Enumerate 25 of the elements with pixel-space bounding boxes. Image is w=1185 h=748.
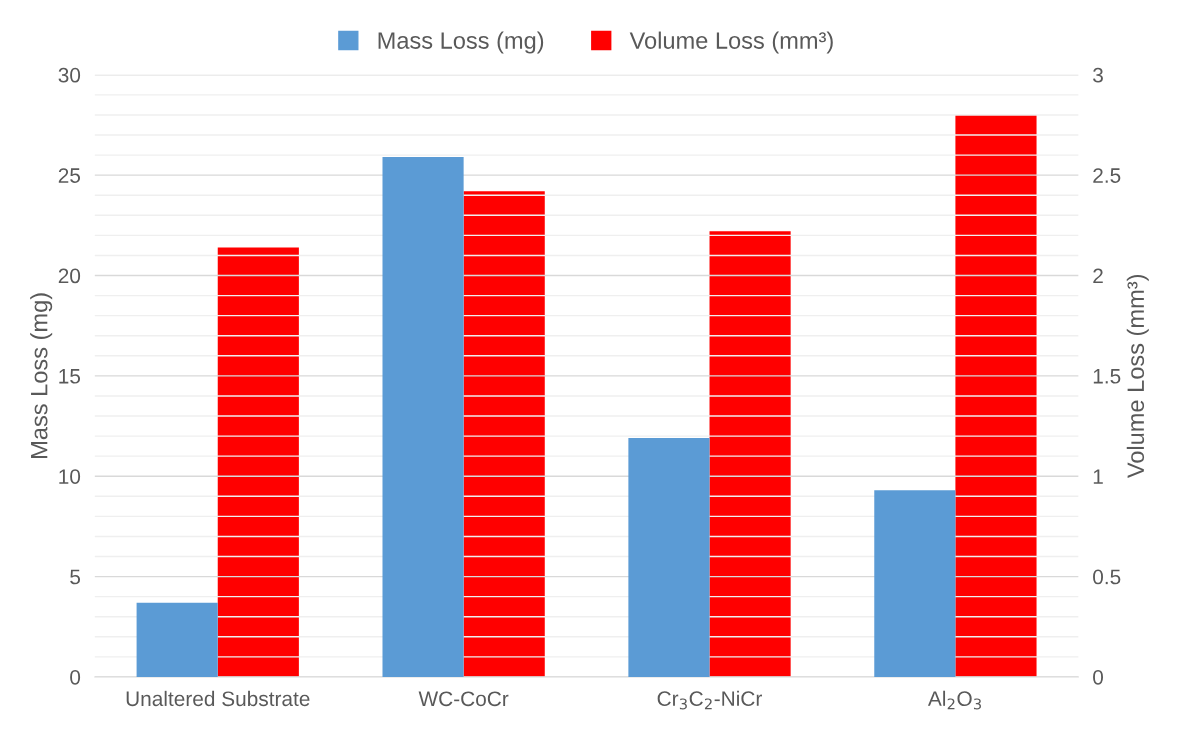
bar [217, 247, 299, 677]
x-tick-label: Al$_{2}$O$_{3}$ [927, 690, 981, 710]
y2-tick-label: 2.5 [1093, 168, 1121, 183]
y2-tick-label: 0 [1093, 669, 1104, 685]
y-tick-label: 5 [70, 569, 81, 585]
y2-tick-label: 2 [1093, 268, 1103, 284]
y-tick-label: 30 [58, 67, 81, 83]
y2-tick-label: 3 [1093, 67, 1103, 83]
y-tick-label: 0 [70, 669, 81, 685]
y2-axis-title: Volume Loss (mm³) [1126, 274, 1149, 479]
y-axis-title: Mass Loss (mg) [30, 293, 53, 458]
y-tick-label: 20 [58, 268, 81, 284]
bar [955, 114, 1037, 677]
y-tick-label: 15 [59, 369, 81, 384]
y2-tick-label: 1.5 [1093, 369, 1121, 384]
y-tick-label: 10 [59, 469, 81, 484]
x-tick-label: WC-CoCr [418, 691, 509, 707]
y-tick-label: 25 [58, 168, 81, 183]
y2-tick-label: 1 [1093, 469, 1103, 484]
legend-label: Volume Loss (mm³) [629, 31, 833, 54]
y2-tick-label: 0.5 [1093, 569, 1121, 585]
legend-label: Mass Loss (mg) [378, 31, 544, 54]
x-tick-label: Cr$_{3}$C$_{2}$-NiCr [657, 690, 762, 710]
bar [136, 602, 218, 677]
x-tick-label: Unaltered Substrate [126, 690, 310, 707]
